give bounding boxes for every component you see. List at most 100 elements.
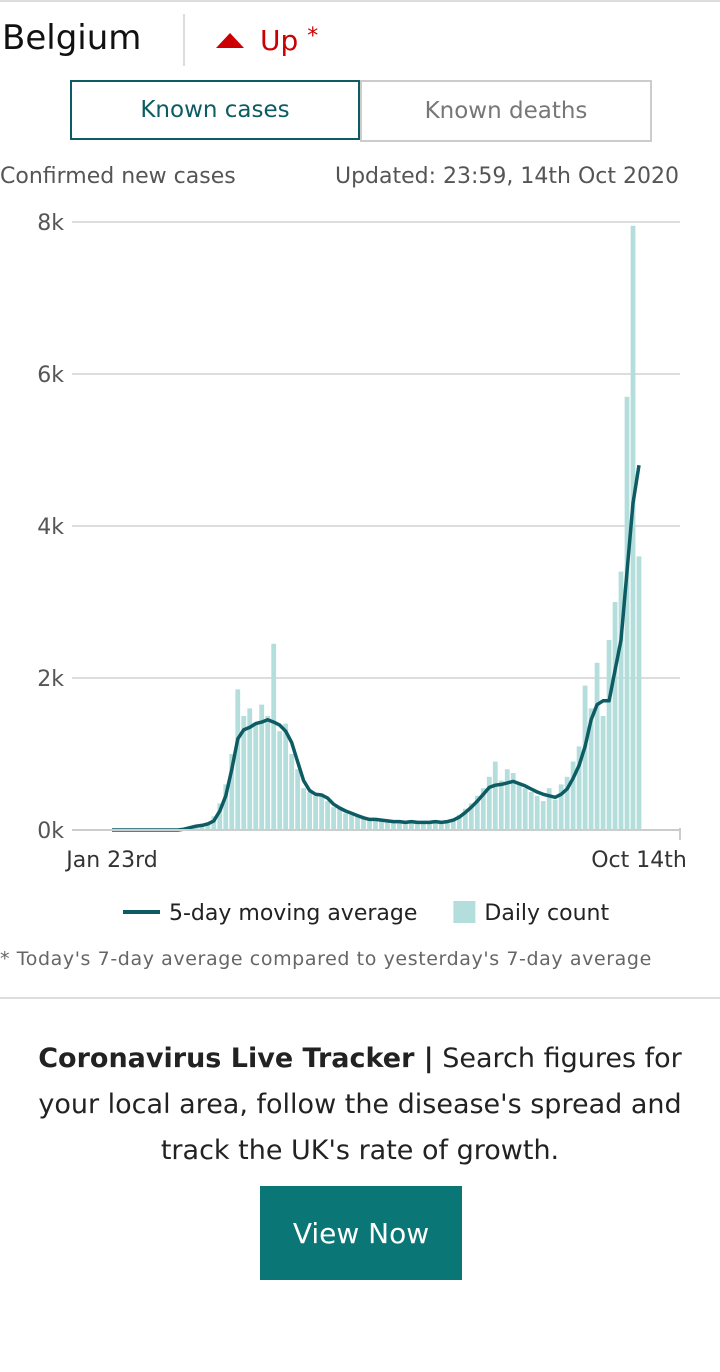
promo-text: Search figures for your local area, foll…: [38, 1043, 682, 1166]
y-tick-label: 4k: [37, 515, 64, 540]
x-tick-label: Jan 23rd: [64, 848, 158, 873]
bar: [444, 820, 450, 830]
legend-label: 5-day moving average: [169, 901, 417, 926]
tab-known-cases[interactable]: Known cases: [70, 80, 360, 140]
bar: [624, 396, 630, 830]
bar: [379, 820, 384, 830]
bar: [468, 803, 474, 830]
bar: [391, 822, 396, 830]
bar: [247, 708, 253, 830]
trend-label: Up: [260, 24, 299, 57]
bar: [211, 816, 217, 830]
bar: [409, 820, 414, 830]
bar: [576, 746, 582, 830]
bar: [319, 793, 324, 830]
divider: [183, 14, 185, 66]
bar: [229, 754, 235, 830]
bar: [313, 795, 319, 830]
bar: [540, 801, 546, 830]
promo: Coronavirus Live Tracker | Search figure…: [20, 1036, 700, 1174]
bar: [558, 784, 564, 830]
bar: [349, 814, 354, 830]
bar: [385, 821, 390, 830]
bar: [355, 816, 360, 830]
bar: [462, 808, 468, 830]
bar: [486, 776, 492, 830]
bar: [253, 723, 259, 830]
bar: [480, 788, 486, 830]
bar: [301, 788, 307, 830]
tab-known-deaths[interactable]: Known deaths: [360, 80, 652, 142]
y-tick-label: 6k: [37, 363, 64, 388]
bar: [438, 823, 444, 830]
rule: [0, 997, 720, 999]
bar: [588, 708, 594, 830]
bar: [570, 761, 576, 830]
bar: [582, 685, 588, 830]
bar: [492, 761, 498, 830]
y-tick-label: 8k: [37, 211, 64, 236]
updated: Updated: 23:59, 14th Oct 2020: [334, 164, 679, 189]
bar: [205, 822, 211, 830]
bar: [325, 801, 330, 830]
bar: [403, 823, 408, 830]
bar: [498, 780, 504, 830]
bar: [594, 662, 600, 830]
bar: [271, 643, 277, 830]
bar: [289, 754, 295, 830]
promo-title: Coronavirus Live Tracker |: [38, 1043, 434, 1074]
bar: [618, 571, 624, 830]
bar: [259, 704, 265, 830]
trend-marker: *: [307, 24, 319, 49]
bar: [331, 807, 336, 830]
bar: [522, 788, 528, 830]
bar: [217, 803, 223, 830]
bar: [421, 823, 426, 830]
bar: [636, 556, 642, 830]
bar: [235, 689, 241, 830]
bar: [600, 716, 606, 830]
legend-label: Daily count: [484, 901, 609, 926]
legend-swatch: [453, 901, 476, 923]
chart: 0k 2k 4k 6k 8k Jan 23rd Oct 14th 5-day moving a…: [37, 211, 687, 926]
trend: Up *: [260, 24, 318, 57]
bar: [361, 818, 366, 830]
bar: [265, 716, 271, 830]
bar: [630, 225, 636, 831]
bar: [474, 795, 480, 830]
bar: [528, 792, 534, 830]
bar: [307, 792, 313, 830]
bar: [510, 773, 516, 830]
bar: [450, 818, 456, 830]
footnote: * Today's 7-day average compared to yest…: [0, 948, 652, 970]
bar: [456, 814, 462, 830]
bar: [343, 813, 348, 830]
bar: [534, 795, 540, 830]
bar: [564, 776, 570, 830]
bar: [415, 822, 420, 830]
bar: [432, 820, 438, 830]
y-tick-label: 0k: [37, 819, 64, 844]
bar: [606, 640, 612, 830]
bar: [504, 769, 510, 830]
line: [112, 464, 641, 832]
top-rule: [0, 0, 720, 2]
y-tick-label: 2k: [37, 667, 64, 692]
chart-subtitle: Confirmed new cases: [0, 164, 236, 189]
bar: [223, 784, 229, 830]
bar: [295, 769, 301, 830]
bar: [552, 799, 558, 830]
bar: [427, 821, 432, 830]
bar: [241, 716, 247, 830]
country: Belgium: [2, 18, 142, 58]
bar: [612, 602, 618, 830]
bar: [373, 817, 378, 830]
up-arrow: [216, 33, 244, 48]
bar: [546, 788, 552, 830]
view-now-button[interactable]: View Now: [260, 1186, 462, 1280]
bar: [337, 808, 342, 830]
x-tick-label: Oct 14th: [591, 848, 687, 873]
bar: [397, 820, 402, 830]
bar: [283, 723, 289, 830]
